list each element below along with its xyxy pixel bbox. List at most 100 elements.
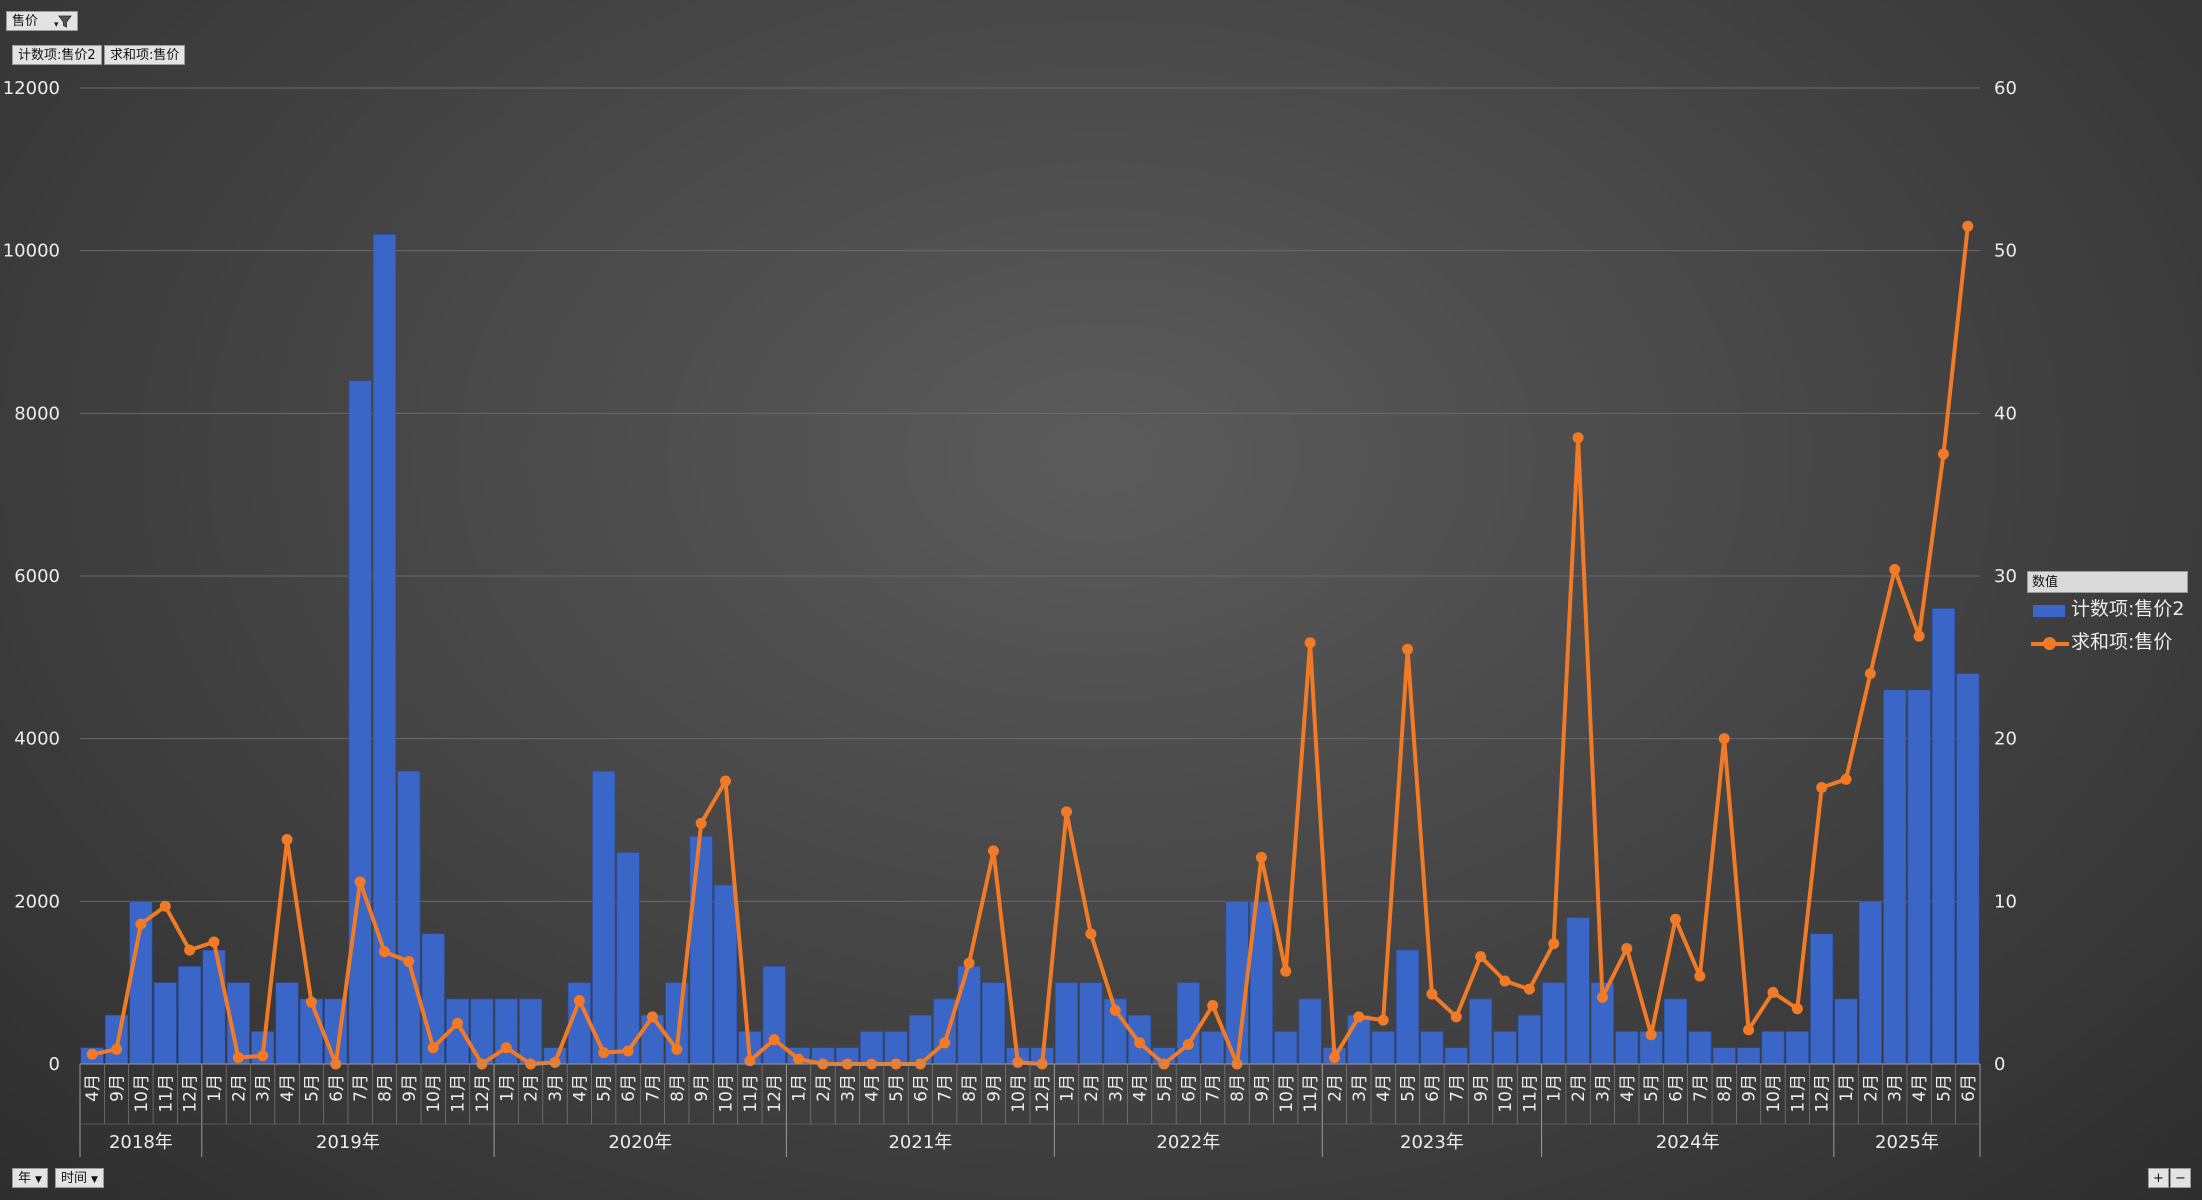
month-label: 11月 (1788, 1074, 1808, 1113)
line-point (695, 817, 707, 829)
value-field-button-sum[interactable]: 求和项:售价 (104, 45, 186, 65)
month-label: 12月 (765, 1074, 785, 1113)
line-series (86, 220, 1974, 1070)
month-label: 8月 (960, 1074, 980, 1102)
bar (1883, 689, 1907, 1065)
line-point (403, 956, 415, 968)
line-point (1572, 432, 1584, 444)
month-label: 4月 (863, 1074, 883, 1102)
left-axis-ticks: 0 2000 4000 6000 8000 10000 12000 (3, 78, 60, 1075)
svg-text:▾: ▾ (54, 20, 59, 29)
line-point (573, 995, 585, 1007)
line-point (1255, 851, 1267, 863)
bar-series (80, 234, 1980, 1065)
month-label: 2月 (1861, 1074, 1881, 1102)
bar (202, 949, 226, 1065)
month-label: 7月 (1447, 1074, 1467, 1102)
line-point (1207, 999, 1219, 1011)
year-label: 2021年 (888, 1132, 952, 1153)
month-label: 3月 (254, 1074, 274, 1102)
month-label: 5月 (1399, 1074, 1419, 1102)
collapse-field-button[interactable]: − (2170, 1168, 2191, 1188)
line-point (720, 775, 732, 787)
minus-icon: − (2175, 1171, 2186, 1186)
bar (616, 852, 640, 1065)
left-axis-tick-label: 2000 (14, 891, 60, 912)
line-point (1450, 1011, 1462, 1023)
line-point (281, 834, 293, 846)
month-label: 6月 (1667, 1074, 1687, 1102)
month-label: 6月 (911, 1074, 931, 1102)
bar (372, 234, 396, 1065)
bar (1712, 1047, 1736, 1065)
bar (689, 835, 713, 1065)
right-axis-tick-label: 50 (1994, 241, 2017, 262)
line-point (86, 1048, 98, 1060)
left-axis-tick-label: 4000 (14, 729, 60, 750)
bar (1469, 998, 1493, 1065)
bar (153, 982, 177, 1065)
bar (1347, 1014, 1371, 1065)
bar (1444, 1047, 1468, 1065)
year-label: 2024年 (1656, 1132, 1720, 1153)
axis-field-button-year[interactable]: 年 ▼ (12, 1168, 48, 1188)
line-point (793, 1053, 805, 1065)
month-label: 5月 (595, 1074, 615, 1102)
bar (1566, 917, 1590, 1065)
chevron-down-icon: ▼ (91, 1175, 98, 1185)
month-label: 3月 (838, 1074, 858, 1102)
line-point (1085, 928, 1097, 940)
month-label: 5月 (1934, 1074, 1954, 1102)
legend-title[interactable]: 数值 (2027, 571, 2188, 593)
bar (1298, 998, 1322, 1065)
month-label: 4月 (278, 1074, 298, 1102)
bar (397, 770, 421, 1065)
month-label: 3月 (1106, 1074, 1126, 1102)
line-point (135, 918, 147, 930)
month-label: 8月 (375, 1074, 395, 1102)
report-filter-button[interactable]: 售价 ▾ (6, 11, 78, 31)
line-point (1596, 991, 1608, 1003)
bar (1664, 998, 1688, 1065)
line-point (1816, 781, 1828, 793)
left-axis-tick-label: 10000 (3, 241, 60, 262)
month-label: 7月 (936, 1074, 956, 1102)
bar (299, 998, 323, 1065)
bar (957, 966, 981, 1065)
bar (1371, 1031, 1395, 1065)
line-point (939, 1037, 951, 1049)
month-label: 4月 (1618, 1074, 1638, 1102)
value-field-button-count[interactable]: 计数项:售价2 (12, 45, 102, 65)
line-point (1134, 1037, 1146, 1049)
year-label: 2022年 (1156, 1132, 1220, 1153)
report-filter-label: 售价 (12, 14, 39, 29)
legend-marker-swatch (2043, 637, 2056, 650)
line-point (1840, 773, 1852, 785)
bar (762, 966, 786, 1065)
month-label: 9月 (692, 1074, 712, 1102)
line-point (1061, 806, 1073, 818)
month-label: 4月 (570, 1074, 590, 1102)
month-label: 4月 (1131, 1074, 1151, 1102)
month-label: 1月 (1058, 1074, 1078, 1102)
line-point (452, 1017, 464, 1029)
line-point (1353, 1011, 1365, 1023)
line-point (744, 1055, 756, 1067)
right-axis-tick-label: 30 (1994, 566, 2017, 587)
line-point (1621, 943, 1633, 955)
bar (1079, 982, 1103, 1065)
line-point (184, 944, 196, 956)
axis-field-label: 时间 (61, 1171, 88, 1186)
line-point (378, 946, 390, 958)
month-label: 6月 (1959, 1074, 1979, 1102)
line-point (1791, 1003, 1803, 1015)
expand-field-button[interactable]: + (2148, 1168, 2169, 1188)
line-point (159, 900, 171, 912)
month-label: 6月 (619, 1074, 639, 1102)
axis-field-button-time[interactable]: 时间 ▼ (55, 1168, 104, 1188)
month-label: 2月 (1325, 1074, 1345, 1102)
month-label: 7月 (1691, 1074, 1711, 1102)
month-label: 1月 (1837, 1074, 1857, 1102)
line-point (232, 1051, 244, 1063)
line-point (427, 1042, 439, 1054)
